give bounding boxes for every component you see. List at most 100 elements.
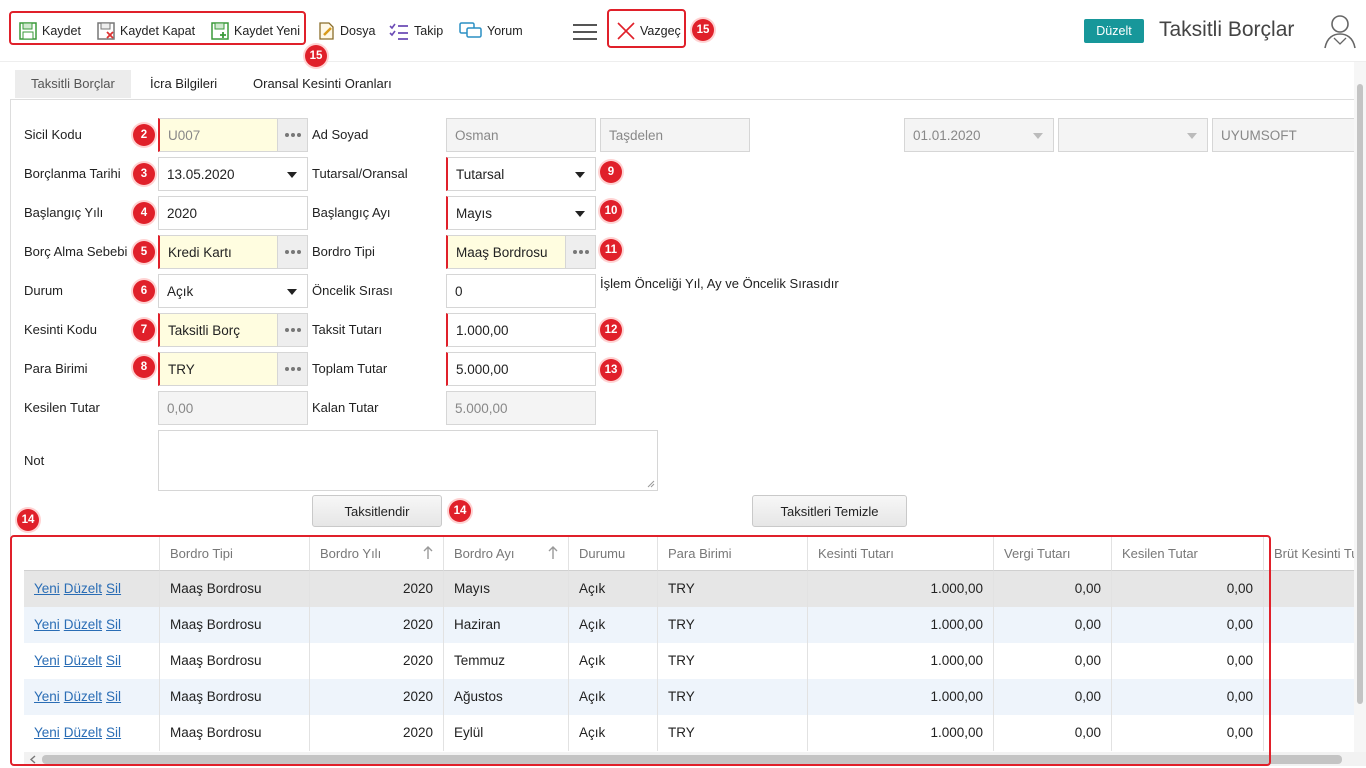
baslangic-yili-label: Başlangıç Yılı xyxy=(24,205,104,220)
table-row[interactable]: Yeni Düzelt Sil Maaş Bordrosu 2020 Eylül A… xyxy=(24,715,1366,751)
cancel-label: Vazgeç xyxy=(640,24,681,38)
baslangic-yili-input[interactable]: 2020 xyxy=(158,196,308,230)
row-delete-link[interactable]: Sil xyxy=(106,725,122,740)
sicil-kodu-field[interactable]: U007 xyxy=(158,118,308,152)
grid-header-durumu[interactable]: Durumu xyxy=(569,537,658,571)
grid-header-kesinti-tutari[interactable]: Kesinti Tutarı xyxy=(808,537,994,571)
baslangic-ayi-select[interactable]: Mayıs xyxy=(446,196,596,230)
bordro-tipi-field[interactable]: Maaş Bordrosu xyxy=(446,235,596,269)
borclanma-tarihi-select[interactable]: 13.05.2020 xyxy=(158,157,308,191)
horizontal-scroll-thumb[interactable] xyxy=(42,755,1342,764)
cell-bordro-tipi: Maaş Bordrosu xyxy=(160,571,310,607)
para-birimi-lookup-button[interactable] xyxy=(277,353,307,385)
cancel-button[interactable]: Vazgeç xyxy=(616,18,681,44)
kalan-tutar-value: 5.000,00 xyxy=(455,400,508,416)
not-textarea[interactable] xyxy=(158,430,658,491)
grid-header-bordro-ayi[interactable]: Bordro Ayı xyxy=(444,537,569,571)
file-button[interactable]: Dosya xyxy=(318,18,375,44)
para-birimi-field[interactable]: TRY xyxy=(158,352,308,386)
follow-label: Takip xyxy=(414,24,444,38)
row-edit-link[interactable]: Düzelt xyxy=(63,617,103,632)
menu-icon[interactable] xyxy=(572,22,598,42)
toolbar: Kaydet Kaydet Kapat Kaydet Yeni 15 Dosya… xyxy=(0,0,1366,67)
first-name-field: Osman xyxy=(446,118,596,152)
grid-header-kesilen-tutar[interactable]: Kesilen Tutar xyxy=(1112,537,1264,571)
cell-bordro-tipi: Maaş Bordrosu xyxy=(160,715,310,751)
cell-para-birimi: TRY xyxy=(658,643,808,679)
toplam-tutar-value: 5.000,00 xyxy=(456,361,509,377)
kesinti-kodu-field[interactable]: Taksitli Borç xyxy=(158,313,308,347)
save-button[interactable]: Kaydet xyxy=(18,18,81,44)
resize-handle-icon[interactable] xyxy=(647,480,655,488)
annotation-badge-7: 7 xyxy=(133,319,155,341)
grid-header-bordro-yili[interactable]: Bordro Yılı xyxy=(310,537,444,571)
annotation-badge-15: 15 xyxy=(692,19,714,41)
save-close-icon xyxy=(97,22,115,40)
tutarsal-oransal-select[interactable]: Tutarsal xyxy=(446,157,596,191)
cell-kesinti-tutari: 1.000,00 xyxy=(808,607,994,643)
table-row[interactable]: Yeni Düzelt Sil Maaş Bordrosu 2020 Haziran… xyxy=(24,607,1366,643)
table-row[interactable]: Yeni Düzelt Sil Maaş Bordrosu 2020 Temmuz … xyxy=(24,643,1366,679)
durum-select[interactable]: Açık xyxy=(158,274,308,308)
oncelik-sirasi-input[interactable]: 0 xyxy=(446,274,596,308)
row-delete-link[interactable]: Sil xyxy=(106,617,122,632)
kesinti-kodu-lookup-button[interactable] xyxy=(277,314,307,346)
not-label: Not xyxy=(24,453,45,468)
table-row[interactable]: Yeni Düzelt Sil Maaş Bordrosu 2020 Ağustos… xyxy=(24,679,1366,715)
row-delete-link[interactable]: Sil xyxy=(106,653,122,668)
row-edit-link[interactable]: Düzelt xyxy=(63,725,103,740)
cell-bordro-tipi: Maaş Bordrosu xyxy=(160,643,310,679)
grid-header-vergi-tutari[interactable]: Vergi Tutarı xyxy=(994,537,1112,571)
follow-button[interactable]: Takip xyxy=(388,18,443,44)
first-name-value: Osman xyxy=(455,127,499,143)
row-new-link[interactable]: Yeni xyxy=(34,725,60,740)
kesilen-tutar-label: Kesilen Tutar xyxy=(24,400,100,415)
horizontal-scrollbar[interactable] xyxy=(24,752,1366,766)
cell-kesilen-tutar: 0,00 xyxy=(1112,679,1264,715)
sicil-kodu-lookup-button[interactable] xyxy=(277,119,307,151)
tab-oransal-kesinti[interactable]: Oransal Kesinti Oranları xyxy=(253,76,392,91)
empty-select xyxy=(1058,118,1208,152)
para-birimi-value: TRY xyxy=(168,361,195,377)
cell-bordro-yili: 2020 xyxy=(310,643,444,679)
row-new-link[interactable]: Yeni xyxy=(34,653,60,668)
grid-header-bordro-yili-label: Bordro Yılı xyxy=(320,546,382,561)
para-birimi-label: Para Birimi xyxy=(24,361,88,376)
save-new-button[interactable]: Kaydet Yeni xyxy=(210,18,300,44)
tab-taksitli-borclar[interactable]: Taksitli Borçlar xyxy=(15,70,131,98)
grid-header-para-birimi[interactable]: Para Birimi xyxy=(658,537,808,571)
row-new-link[interactable]: Yeni xyxy=(34,689,60,704)
user-avatar-icon[interactable] xyxy=(1322,12,1358,50)
annotation-badge-8: 8 xyxy=(133,356,155,378)
row-delete-link[interactable]: Sil xyxy=(106,689,122,704)
tab-icra-bilgileri[interactable]: İcra Bilgileri xyxy=(150,76,218,91)
comment-button[interactable]: Yorum xyxy=(459,18,523,44)
vertical-scrollbar[interactable] xyxy=(1354,62,1366,752)
taksitlendir-button[interactable]: Taksitlendir xyxy=(312,495,442,527)
vertical-scroll-thumb[interactable] xyxy=(1357,84,1363,704)
kesinti-kodu-label: Kesinti Kodu xyxy=(24,322,97,337)
table-row[interactable]: Yeni Düzelt Sil Maaş Bordrosu 2020 Mayıs A… xyxy=(24,571,1366,607)
grid-header-bordro-tipi[interactable]: Bordro Tipi xyxy=(160,537,310,571)
grid-header-brut-kesinti[interactable]: Brüt Kesinti Tutarı xyxy=(1264,537,1366,571)
row-new-link[interactable]: Yeni xyxy=(34,617,60,632)
row-edit-link[interactable]: Düzelt xyxy=(63,581,103,596)
cell-durumu: Açık xyxy=(569,715,658,751)
grid-header-actions xyxy=(24,537,160,571)
chevron-down-icon xyxy=(575,211,585,217)
row-delete-link[interactable]: Sil xyxy=(106,581,122,596)
cell-vergi-tutari: 0,00 xyxy=(994,643,1112,679)
bordro-tipi-value: Maaş Bordrosu xyxy=(456,244,548,260)
row-edit-link[interactable]: Düzelt xyxy=(63,653,103,668)
row-new-link[interactable]: Yeni xyxy=(34,581,60,596)
toplam-tutar-input[interactable]: 5.000,00 xyxy=(446,352,596,386)
scroll-left-icon[interactable] xyxy=(29,755,37,764)
borc-alma-sebebi-lookup-button[interactable] xyxy=(277,236,307,268)
bordro-tipi-lookup-button[interactable] xyxy=(565,236,595,268)
save-close-button[interactable]: Kaydet Kapat xyxy=(96,18,195,44)
taksit-tutari-input[interactable]: 1.000,00 xyxy=(446,313,596,347)
taksitleri-temizle-button[interactable]: Taksitleri Temizle xyxy=(752,495,907,527)
oncelik-sirasi-value: 0 xyxy=(455,283,463,299)
row-edit-link[interactable]: Düzelt xyxy=(63,689,103,704)
borc-alma-sebebi-field[interactable]: Kredi Kartı xyxy=(158,235,308,269)
